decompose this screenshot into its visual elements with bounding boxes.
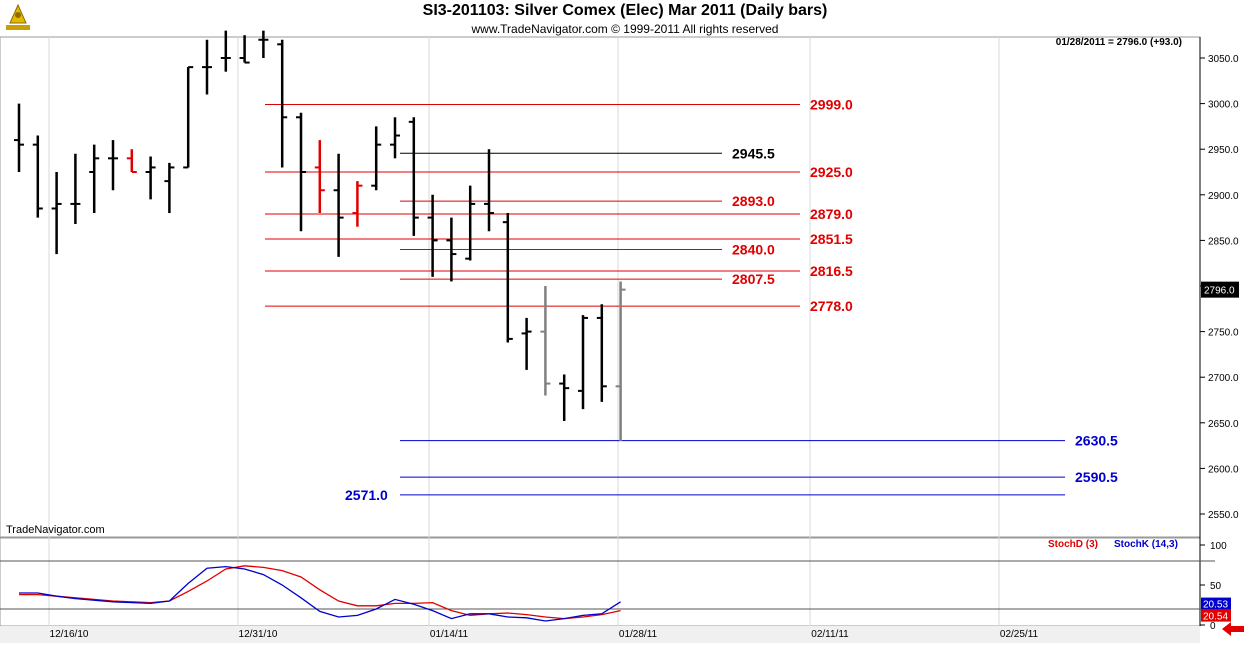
y-tick-label: 2600.0 (1208, 464, 1239, 475)
level-label: 2851.5 (810, 231, 853, 247)
y-tick-label: 2650.0 (1208, 419, 1239, 430)
x-tick-label: 12/16/10 (50, 629, 89, 640)
y-tick-label: 3050.0 (1208, 54, 1239, 65)
x-tick-label: 01/14/11 (430, 629, 469, 640)
level-label: 2816.5 (810, 263, 853, 279)
date-axis-band (0, 626, 1200, 643)
level-label: 2571.0 (345, 487, 388, 503)
level-label: 2945.5 (732, 145, 775, 161)
stoch-y-tick-label: 50 (1210, 581, 1222, 592)
y-tick-label: 2900.0 (1208, 191, 1239, 202)
level-label: 2778.0 (810, 298, 853, 314)
stochk-value-label: 20.53 (1203, 600, 1228, 611)
level-label: 2630.5 (1075, 433, 1118, 449)
y-tick-label: 2950.0 (1208, 145, 1239, 156)
chart-subtitle: www.TradeNavigator.com © 1999-2011 All r… (471, 22, 779, 36)
last-price-label: 2796.0 (1204, 286, 1235, 297)
level-label: 2925.0 (810, 164, 853, 180)
y-tick-label: 2700.0 (1208, 373, 1239, 384)
watermark: TradeNavigator.com (6, 524, 105, 536)
y-tick-label: 3000.0 (1208, 100, 1239, 111)
stochd-legend: StochD (3) (1048, 539, 1098, 550)
stochd-value-box (1201, 609, 1231, 622)
y-tick-label: 2850.0 (1208, 236, 1239, 247)
x-tick-label: 01/28/11 (619, 629, 658, 640)
stochd-line (19, 565, 621, 620)
stochk-legend: StochK (14,3) (1114, 539, 1178, 550)
tradenavigator-logo-icon (4, 3, 32, 33)
price-panel-frame (0, 36, 1201, 538)
level-label: 2590.5 (1075, 469, 1118, 485)
y-tick-label: 2750.0 (1208, 328, 1239, 339)
y-tick-label: 2550.0 (1208, 510, 1239, 521)
x-tick-label: 02/11/11 (811, 629, 849, 640)
level-label: 2879.0 (810, 206, 853, 222)
level-label: 2840.0 (732, 242, 775, 258)
stoch-y-tick-label: 0 (1210, 621, 1216, 632)
level-label: 2999.0 (810, 97, 853, 113)
stochk-value-box (1201, 597, 1231, 610)
stochd-value-label: 20.54 (1203, 612, 1228, 623)
stochastic-panel-frame (0, 537, 1201, 627)
stoch-y-tick-label: 100 (1210, 541, 1227, 552)
stochk-line (19, 565, 621, 622)
scroll-left-arrow-icon[interactable] (1220, 618, 1246, 640)
last-price-status: 01/28/2011 = 2796.0 (+93.0) (1055, 37, 1182, 48)
x-tick-label: 02/25/11 (1000, 629, 1039, 640)
level-label: 2807.5 (732, 271, 775, 287)
chart-title: SI3-201103: Silver Comex (Elec) Mar 2011… (422, 2, 828, 19)
last-price-box (1201, 281, 1239, 298)
x-tick-label: 12/31/10 (239, 629, 278, 640)
level-label: 2893.0 (732, 193, 775, 209)
